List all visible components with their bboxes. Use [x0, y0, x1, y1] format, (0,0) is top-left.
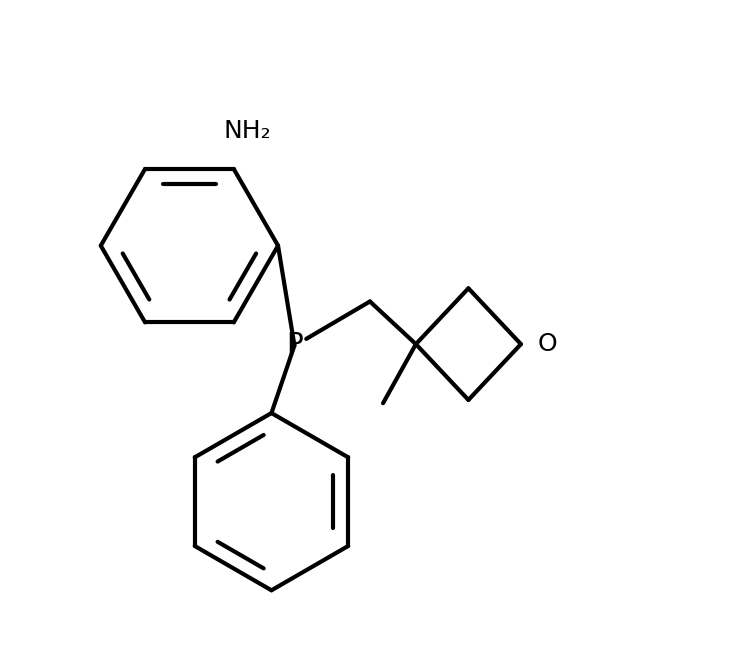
Text: O: O: [538, 332, 557, 356]
Text: P: P: [286, 332, 303, 359]
Text: NH₂: NH₂: [223, 118, 270, 142]
